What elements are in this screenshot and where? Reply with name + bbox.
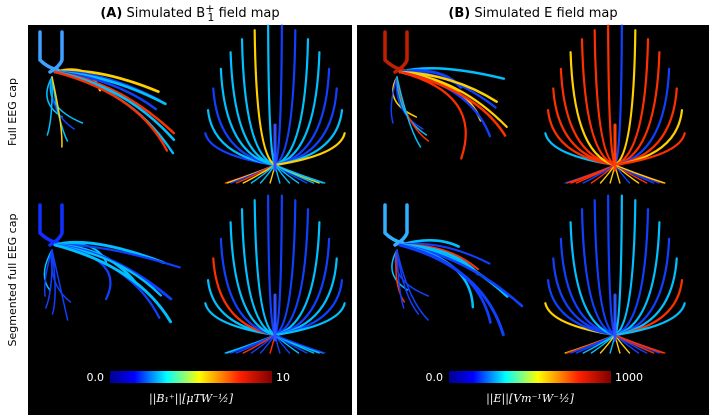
row-label: Segmented full EEG cap [6,214,19,347]
vessel [613,208,650,337]
vessel [613,132,686,167]
vessel [391,249,409,291]
vessel [569,51,617,167]
vessel [273,208,310,337]
colorbar [449,371,611,383]
colorbar-min: 0.0 [426,371,444,384]
vessel [253,29,277,167]
vessel [253,199,277,337]
vessel [273,302,346,337]
colorbar-label: ||E||[Vm⁻¹W⁻½] [486,392,575,406]
colorbar [110,371,272,383]
vessel [613,302,686,337]
panel-b-bg [357,25,709,415]
vessel [580,208,617,337]
vessel [44,249,53,297]
vessel [613,199,637,337]
vessel [569,221,617,337]
vessel [593,199,617,337]
row-label: Full EEG cap [6,78,19,146]
vessel [48,203,64,247]
vessel [273,199,297,337]
vessel [580,38,617,167]
colorbar-max: 1000 [615,371,643,384]
vessel [51,249,56,315]
vessel [273,132,346,167]
colorbar-min: 0.0 [87,371,105,384]
vessel [614,164,666,184]
vessel [274,334,326,354]
vessel [273,38,310,167]
vessel [43,249,53,291]
panel-a-bg [28,25,352,415]
vessel [396,76,422,148]
vessel [593,29,617,167]
vessel [274,164,326,184]
vessel [46,76,53,136]
vessel [396,249,429,321]
vessel [390,76,398,124]
panel-a-title: (A) Simulated B+ 1 field map [100,2,279,25]
vessel [398,70,467,160]
vessel [613,29,637,167]
vessel [240,38,277,167]
colorbar-label: ||B₁⁺||[μTW⁻½] [149,392,234,406]
vessel [393,203,409,247]
vessel [53,243,173,324]
vessel [614,334,666,354]
vessel [398,243,505,337]
vessel [393,30,409,74]
vessel [273,29,297,167]
vessel [53,70,169,152]
vessel [51,249,69,321]
vessel [229,221,277,337]
vessel [229,51,277,167]
vessel [51,76,63,148]
panel-b-title: (B) Simulated E field map [448,6,617,21]
vessel [48,30,64,74]
colorbar-max: 10 [276,371,290,384]
vessel [240,208,277,337]
vessel [613,38,650,167]
